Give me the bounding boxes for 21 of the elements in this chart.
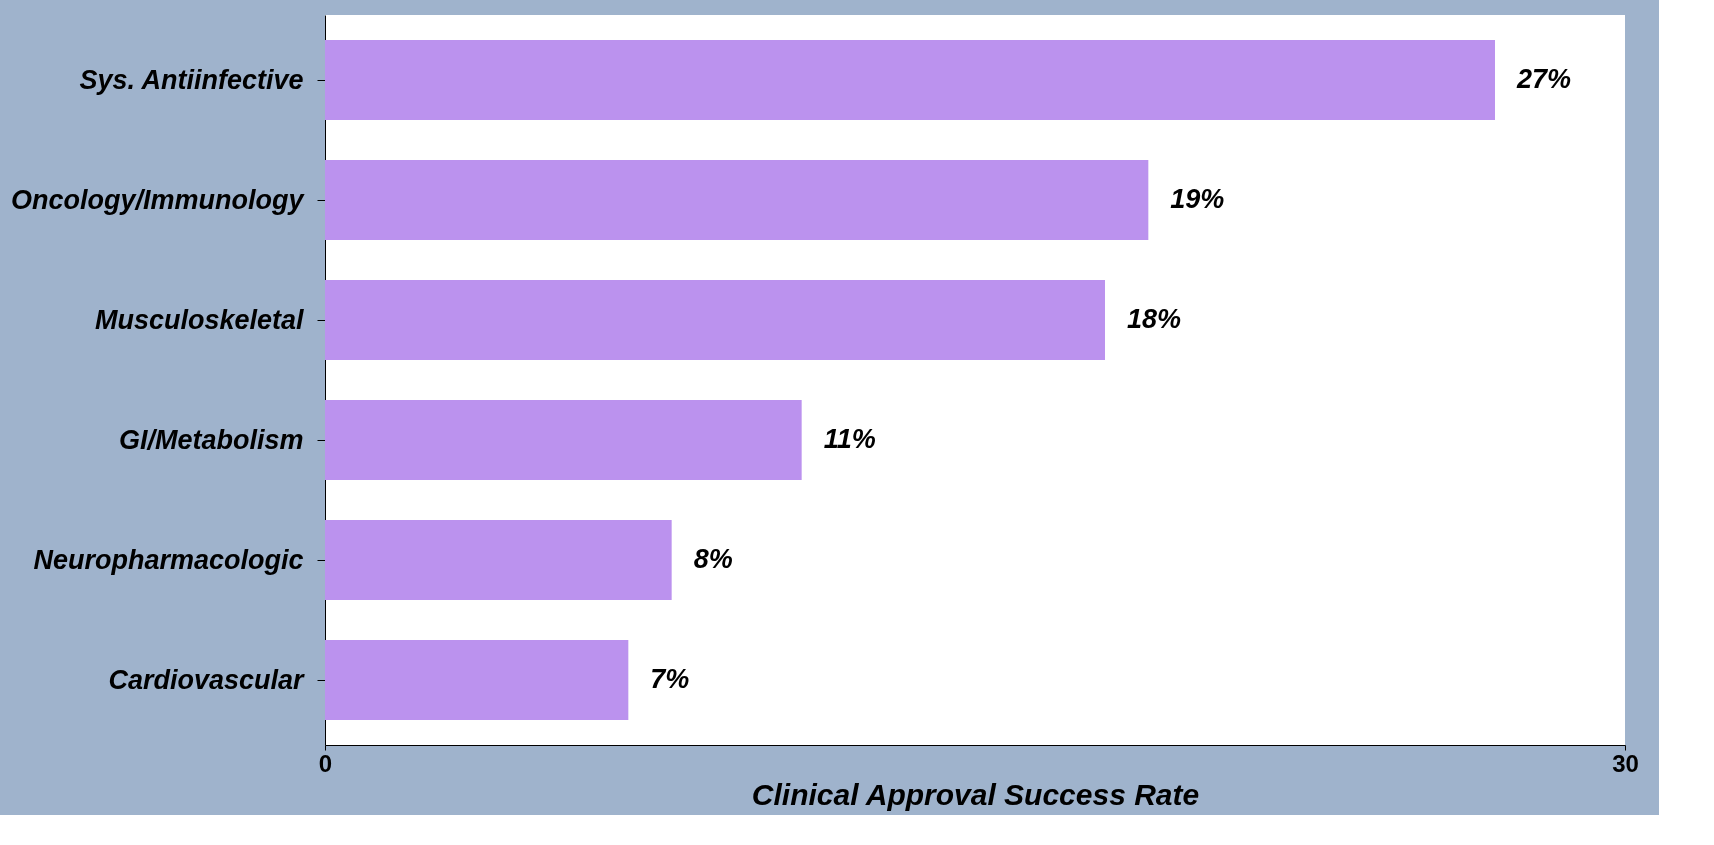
y-tick-label: Oncology/Immunology: [10, 184, 306, 215]
data-label: 8%: [693, 544, 733, 574]
y-tick-label: Neuropharmacologic: [33, 544, 304, 575]
y-tick-label: Musculoskeletal: [94, 304, 304, 335]
x-axis-title: Clinical Approval Success Rate: [751, 777, 1200, 811]
data-label: 19%: [1170, 184, 1225, 214]
bar: [325, 640, 629, 720]
x-tick-label: 0: [318, 749, 333, 777]
data-label: 27%: [1516, 64, 1572, 94]
bar: [325, 40, 1495, 120]
y-tick-label: Sys. Antiinfective: [79, 64, 304, 95]
bar: [325, 160, 1149, 240]
data-label: 7%: [650, 664, 690, 694]
y-tick-label: GI/Metabolism: [118, 424, 304, 455]
bar: [325, 280, 1105, 360]
data-label: 18%: [1127, 304, 1182, 334]
data-label: 11%: [823, 424, 876, 454]
y-tick-label: Cardiovascular: [108, 664, 305, 695]
x-tick-label: 30: [1612, 749, 1639, 777]
bar: [325, 400, 802, 480]
bar: [325, 520, 672, 600]
